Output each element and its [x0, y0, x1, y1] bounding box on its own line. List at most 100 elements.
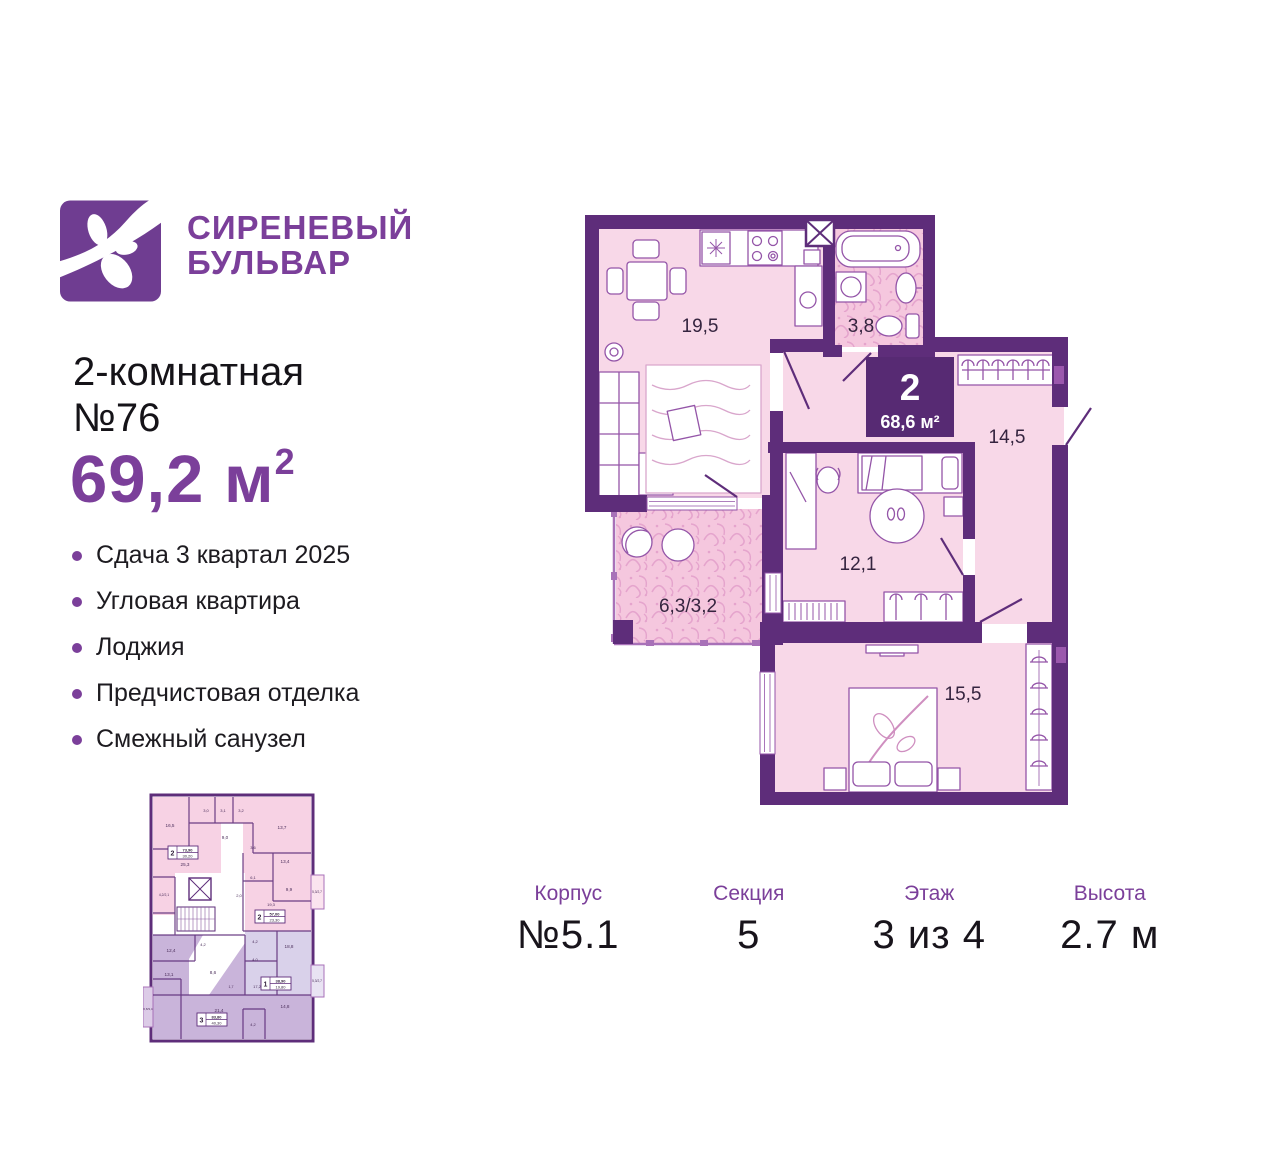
- mini-badge-living-area: 30,20: [182, 854, 193, 859]
- mini-badge-rooms: 3: [200, 1018, 204, 1025]
- mini-room-area-label: 25,3: [181, 862, 190, 867]
- feature-item: Сдача 3 квартал 2025: [72, 541, 359, 570]
- mini-room-area-label: 4,0: [252, 957, 258, 962]
- mini-apartment-badge: 3 83,80 40,30: [196, 1012, 228, 1027]
- mini-room-area-label: 5,3/2,7: [312, 890, 322, 894]
- feature-text: Угловая квартира: [96, 587, 300, 615]
- title-line2: №76: [73, 395, 161, 440]
- badge-area: 68,6 м²: [880, 412, 939, 432]
- apartment-info-row: Корпус №5.1 Секция 5 Этаж 3 из 4 Высота 2.7 м: [478, 882, 1200, 958]
- mini-room-area-label: 16,5: [166, 823, 175, 828]
- mini-room-area-label: 13,1: [165, 972, 174, 977]
- feature-item: Угловая квартира: [72, 587, 359, 616]
- mini-room-area-label: 3,6: [250, 845, 256, 850]
- feature-item: Лоджия: [72, 633, 359, 662]
- bullet-dot-icon: [72, 688, 82, 699]
- mini-plan-room-labels: 16,5 3,0 3,1 3,2 13,7 25,3 9,0 3,6 13,4 6,1 2,0 9,9…: [143, 808, 322, 1027]
- mini-room-area-label: 5,3/2,7: [312, 979, 322, 983]
- mini-room-area-label: 9,9: [286, 887, 293, 892]
- room-area-label: 14,5: [989, 427, 1026, 448]
- info-column: Этаж 3 из 4: [839, 882, 1020, 958]
- info-label: Секция: [713, 882, 785, 905]
- mini-room-area-label: 3,1: [220, 808, 226, 813]
- mini-badge-rooms: 1: [264, 982, 268, 989]
- mini-room-area-label: 3,0: [203, 808, 209, 813]
- bullet-dot-icon: [72, 550, 82, 561]
- feature-text: Предчистовая отделка: [96, 679, 360, 707]
- mini-room-area-label: 13,4: [281, 859, 290, 864]
- mini-room-area-label: 14,8: [281, 1004, 290, 1009]
- plan-room-labels: 19,5 3,8 14,5 12,1 6,3/3,2 15,5: [659, 316, 1026, 705]
- mini-apartment-badge: 2 73,90 30,20: [167, 845, 199, 860]
- mini-room-area-label: 9,0: [222, 835, 229, 840]
- info-value: 2.7 м: [1060, 913, 1160, 957]
- feature-list: Сдача 3 квартал 2025 Угловая квартира Лодж…: [72, 541, 359, 771]
- leaf-branch-icon: [60, 200, 161, 302]
- badge-rooms-count: 2: [900, 367, 921, 408]
- info-value: 5: [737, 913, 761, 957]
- mini-room-area-label: 1,7: [229, 985, 234, 989]
- info-column: Корпус №5.1: [478, 882, 659, 958]
- info-column: Высота 2.7 м: [1020, 882, 1201, 958]
- brand-name: СИРЕНЕВЫЙ БУЛЬВАР: [187, 209, 414, 281]
- bullet-dot-icon: [72, 734, 82, 745]
- brand-name-line2: БУЛЬВАР: [187, 243, 352, 281]
- mini-room-area-label: 18,8: [285, 944, 294, 949]
- mini-apartment-badge: 2 57,00 23,30: [254, 909, 286, 924]
- mini-plan-apartment-badges: 2 73,90 30,20 2 57,00 23,30 1 38,90 19,80 3 83,80 4…: [167, 845, 292, 1027]
- mini-room-area-label: 6,1: [250, 875, 256, 880]
- info-label: Этаж: [904, 882, 955, 905]
- mini-badge-living-area: 23,30: [269, 918, 280, 923]
- mini-badge-rooms: 2: [258, 915, 262, 922]
- brand-name-line1: СИРЕНЕВЫЙ: [187, 209, 414, 246]
- plan-furniture: [598, 229, 1055, 793]
- info-label: Корпус: [534, 882, 603, 905]
- feature-text: Смежный санузел: [96, 725, 306, 753]
- mini-badge-total-area: 83,80: [211, 1014, 222, 1019]
- mini-room-area-label: 2,0: [236, 893, 242, 898]
- mini-room-area-label: 4,2: [200, 942, 206, 947]
- info-value: 3 из 4: [872, 913, 986, 957]
- mini-room-area-label: 12,4: [167, 948, 176, 953]
- mini-room-area-label: 6,8/3,4: [143, 1007, 153, 1011]
- room-area-label: 3,8: [848, 316, 874, 337]
- feature-text: Сдача 3 квартал 2025: [96, 541, 351, 569]
- wall-accents: [1054, 366, 1066, 663]
- feature-text: Лоджия: [96, 633, 185, 661]
- mini-badge-total-area: 57,00: [269, 911, 280, 916]
- building-floor-mini-plan: 2 73,90 30,20 2 57,00 23,30 1 38,90 19,80 3 83,80 4…: [143, 793, 325, 1043]
- ventilation-shaft-icon: [804, 218, 836, 248]
- area-sup: 2: [274, 441, 296, 482]
- feature-item: Предчистовая отделка: [72, 679, 359, 708]
- info-value: №5.1: [516, 913, 620, 957]
- mini-room-area-label: 13,7: [278, 825, 287, 830]
- room-area-label: 6,3/3,2: [659, 596, 717, 617]
- mini-badge-living-area: 19,80: [275, 985, 286, 990]
- area-unit: м: [224, 442, 275, 517]
- mini-room-area-label: 17,2: [253, 984, 262, 989]
- apartment-title: 2-комнатная №76: [73, 350, 304, 441]
- bullet-dot-icon: [72, 596, 82, 607]
- mini-plan-geometry: [143, 793, 325, 1043]
- apartment-area: 69,2 м2: [70, 441, 296, 518]
- brand-logo-icon: [60, 200, 161, 302]
- apartment-floor-plan: 2 68,6 м² 19,5 3,8 14,5 12,1 6,3/3,2 15,5: [585, 215, 1092, 805]
- title-line1: 2-комнатная: [73, 350, 305, 394]
- info-label: Высота: [1073, 882, 1146, 905]
- room-area-label: 12,1: [840, 554, 877, 575]
- mini-room-area-label: 21,4: [215, 1008, 224, 1013]
- mini-badge-total-area: 38,90: [275, 978, 286, 983]
- mini-badge-living-area: 40,30: [211, 1021, 222, 1026]
- bullet-dot-icon: [72, 642, 82, 653]
- door-swings: [704, 348, 1092, 623]
- mini-room-area-label: 8,6: [210, 970, 217, 975]
- feature-item: Смежный санузел: [72, 725, 359, 754]
- mini-room-area-label: 4,2: [252, 939, 258, 944]
- area-value: 69,2: [70, 442, 205, 517]
- room-area-label: 15,5: [945, 684, 982, 705]
- mini-room-area-label: 4,2: [250, 1022, 256, 1027]
- mini-badge-total-area: 73,90: [182, 847, 193, 852]
- room-area-label: 19,5: [682, 316, 719, 337]
- mini-apartment-badge: 1 38,90 19,80: [260, 976, 292, 991]
